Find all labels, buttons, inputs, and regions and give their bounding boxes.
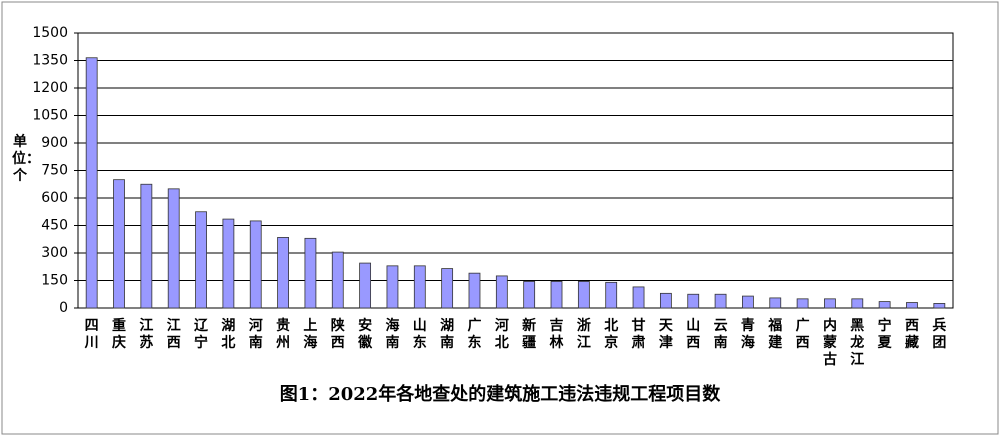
x-tick-label: 天津: [658, 318, 673, 351]
bar: [304, 237, 317, 309]
bar: [277, 237, 289, 309]
bar: [824, 298, 836, 309]
bar: [222, 218, 235, 309]
x-tick-label: 广西: [795, 318, 810, 351]
bar: [742, 295, 754, 309]
x-tick-label: 北京: [604, 318, 619, 351]
bar: [359, 262, 372, 309]
x-tick-label: 宁夏: [877, 318, 892, 351]
bar: [632, 286, 645, 309]
bar: [495, 275, 508, 309]
y-tick-label: 150: [41, 273, 68, 289]
x-tick-label: 四川: [84, 318, 99, 351]
y-tick-label: 1500: [32, 25, 68, 41]
bar: [249, 220, 262, 309]
x-tick-label: 安徽: [358, 318, 373, 351]
bar: [331, 251, 344, 309]
x-tick-label: 内蒙古: [822, 318, 837, 368]
x-tick-label: 河南: [248, 318, 263, 351]
y-tick-label: 900: [41, 135, 68, 151]
y-tick-label: 1200: [32, 80, 68, 96]
bar: [167, 188, 180, 309]
x-tick-label: 上海: [303, 318, 318, 351]
x-tick-label: 甘肃: [631, 318, 646, 351]
bar: [441, 268, 454, 309]
x-tick-label: 河北: [494, 318, 509, 351]
bar: [577, 281, 590, 309]
bar: [659, 292, 672, 309]
x-tick-label: 兵团: [932, 318, 947, 351]
x-tick-label: 湖南: [440, 318, 455, 351]
x-tick-label: 山西: [686, 318, 701, 351]
x-tick-label: 浙江: [576, 318, 591, 351]
x-tick-label: 江西: [166, 318, 181, 351]
x-tick-label: 江苏: [139, 318, 154, 351]
bar: [769, 297, 782, 309]
bar: [140, 183, 153, 309]
x-tick-label: 辽宁: [194, 318, 209, 351]
bar: [523, 281, 536, 309]
x-tick-label: 福建: [768, 318, 783, 351]
bar: [906, 302, 918, 309]
x-tick-label: 海南: [385, 318, 400, 351]
x-tick-label: 吉林: [549, 318, 564, 351]
y-tick-label: 1350: [32, 53, 68, 69]
bar: [687, 293, 700, 309]
y-axis-label: 单位：个: [12, 134, 40, 184]
bar: [851, 298, 864, 309]
y-tick-label: 300: [41, 245, 68, 261]
x-tick-label: 新疆: [522, 318, 537, 351]
bar: [933, 303, 946, 309]
y-tick-label: 600: [41, 190, 68, 206]
bar: [85, 57, 98, 309]
x-tick-label: 贵州: [276, 318, 291, 351]
y-tick-label: 0: [59, 300, 68, 316]
chart-title: 图1：2022年各地查处的建筑施工违法违规工程项目数: [279, 384, 721, 405]
bar: [714, 293, 727, 309]
bar: [113, 179, 125, 309]
bar: [195, 211, 207, 309]
bar: [796, 298, 809, 309]
bar: [386, 265, 399, 309]
x-tick-label: 陕西: [330, 318, 345, 351]
x-tick-label: 黑龙江: [850, 318, 865, 368]
bar: [878, 301, 891, 309]
bar: [413, 265, 426, 309]
x-tick-label: 广东: [467, 318, 482, 351]
x-tick-label: 重庆: [112, 318, 127, 351]
y-tick-label: 750: [41, 163, 68, 179]
y-tick-label: 1050: [32, 108, 68, 124]
y-tick-label: 450: [41, 218, 68, 234]
x-tick-label: 西藏: [904, 318, 919, 351]
x-tick-label: 湖北: [221, 318, 236, 351]
x-tick-label: 云南: [713, 318, 728, 351]
x-tick-label: 山东: [412, 318, 427, 351]
bar: [468, 272, 481, 309]
x-tick-label: 青海: [740, 318, 755, 351]
bar: [605, 281, 618, 309]
bar: [550, 281, 563, 309]
